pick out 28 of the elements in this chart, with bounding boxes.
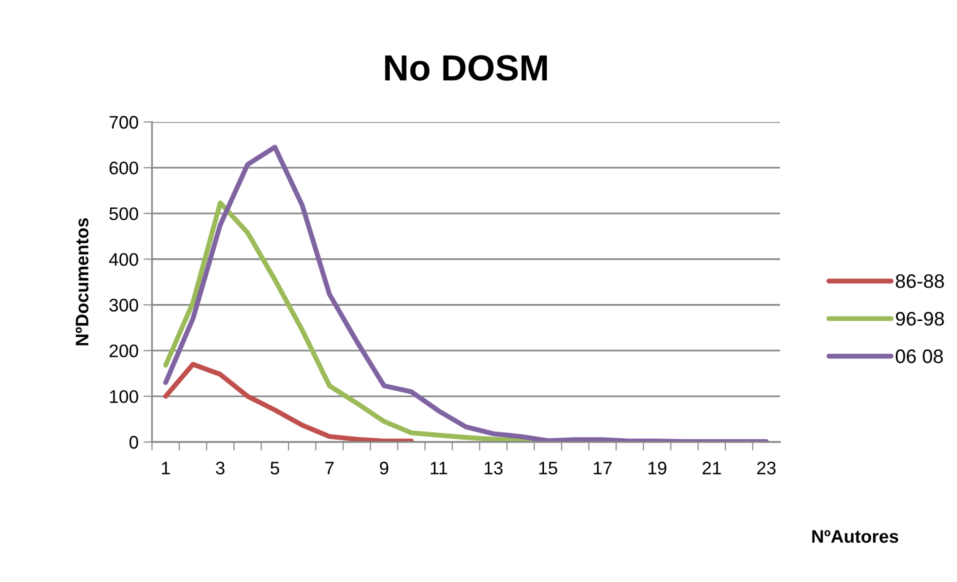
x-tick-label: 13 [484,462,503,474]
chart-title: No DOSM [385,55,547,81]
legend-label: 96-98 [896,312,944,326]
x-tick-label: 17 [594,462,612,474]
x-tick-label: 23 [757,462,776,474]
y-tick-label: 300 [109,298,138,312]
y-tick-label: 600 [110,162,138,174]
y-axis-title: NºDocumentos [76,218,88,346]
y-tick-label: 500 [109,207,138,220]
legend-label: 86-88 [896,274,944,288]
legend-label: 06 08 [896,349,943,364]
y-tick-label: 0 [129,436,138,449]
line-series [163,144,769,442]
x-tick-label: 1 [162,462,170,474]
x-tick-label: 21 [702,462,721,474]
y-tick-label: 100 [110,390,138,404]
x-tick-label: 7 [325,462,334,474]
line-series [163,362,414,442]
x-tick-label: 9 [380,462,388,474]
x-tick-label: 11 [430,462,448,474]
y-tick-label: 400 [109,253,138,266]
x-tick-label: 3 [216,462,224,474]
x-tick-label: 5 [270,462,280,474]
x-tick-label: 15 [539,462,558,474]
x-tick-label: 19 [648,462,666,474]
x-axis-title: NºAutores [812,530,898,543]
y-tick-label: 700 [110,116,138,129]
y-tick-label: 200 [110,344,138,358]
